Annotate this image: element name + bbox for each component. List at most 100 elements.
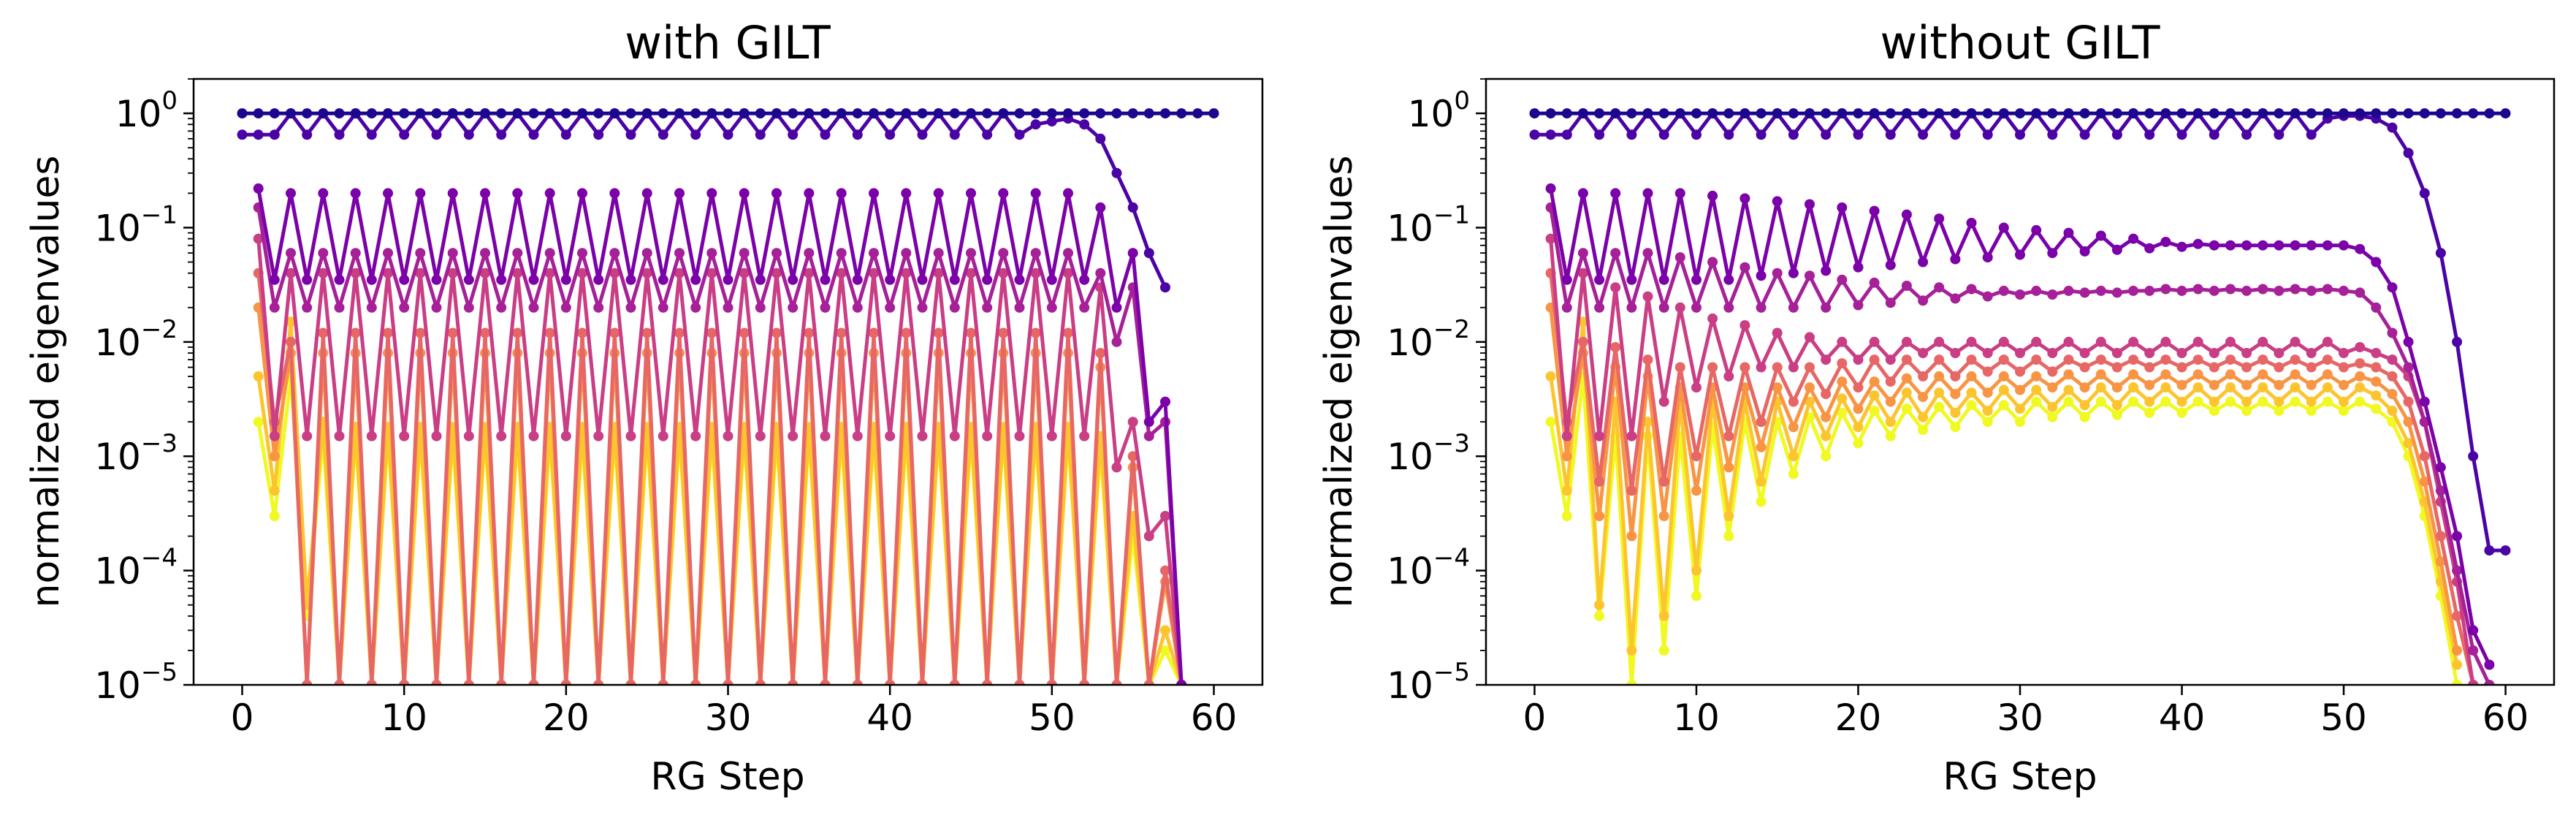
- data-point: [431, 431, 442, 441]
- data-point: [2274, 348, 2285, 358]
- data-point: [2403, 336, 2414, 347]
- data-point: [1691, 129, 1702, 140]
- data-point: [2047, 382, 2058, 393]
- data-point: [755, 431, 766, 441]
- data-point: [723, 129, 733, 140]
- data-point: [2322, 284, 2333, 295]
- data-point: [2241, 108, 2252, 119]
- data-point: [690, 302, 701, 313]
- data-point: [755, 274, 766, 285]
- data-point: [869, 108, 879, 119]
- data-point: [2111, 108, 2122, 119]
- data-point: [1723, 511, 1734, 521]
- data-point: [1192, 108, 1203, 119]
- data-point: [2468, 680, 2479, 685]
- data-point: [2128, 382, 2139, 393]
- data-point: [1805, 396, 1815, 407]
- data-point: [2274, 240, 2285, 251]
- data-point: [966, 327, 976, 338]
- data-point: [2306, 396, 2317, 407]
- data-point: [1014, 302, 1025, 313]
- data-point: [1918, 108, 1929, 119]
- data-point: [318, 108, 329, 119]
- data-point: [2274, 406, 2285, 416]
- data-point: [2306, 285, 2317, 296]
- data-point: [2274, 129, 2285, 140]
- data-point: [1788, 469, 1799, 479]
- data-point: [2452, 108, 2463, 119]
- data-point: [1788, 396, 1799, 407]
- data-point: [982, 680, 993, 685]
- data-point: [706, 268, 717, 278]
- data-point: [366, 274, 377, 285]
- data-point: [2192, 238, 2203, 249]
- data-point: [577, 188, 587, 199]
- series-line: [256, 188, 1184, 685]
- data-point: [2225, 396, 2236, 407]
- y-tick-exponent: −1: [1433, 200, 1470, 230]
- data-point: [1561, 431, 1572, 441]
- data-point: [463, 680, 474, 685]
- data-point: [2339, 406, 2349, 416]
- data-point: [2095, 396, 2106, 407]
- data-point: [2160, 396, 2171, 407]
- data-point: [2257, 336, 2268, 347]
- data-point: [2111, 400, 2122, 411]
- data-point: [1853, 382, 1864, 393]
- data-point: [1014, 680, 1025, 685]
- x-tick-label: 30: [1997, 697, 2043, 739]
- data-point: [2015, 249, 2025, 260]
- data-point: [917, 680, 928, 685]
- y-axis-label: normalized eigenvalues: [1317, 156, 1361, 608]
- data-point: [383, 108, 393, 119]
- data-point: [1950, 389, 1961, 400]
- data-point: [609, 327, 620, 338]
- data-point: [1756, 270, 1767, 281]
- x-axis-label: RG Step: [650, 755, 804, 799]
- series-2: [253, 183, 1187, 685]
- data-point: [1079, 431, 1090, 441]
- data-point: [2387, 108, 2398, 119]
- data-point: [1918, 412, 1929, 422]
- data-point: [2192, 336, 2203, 347]
- data-point: [1837, 336, 1848, 347]
- data-point: [496, 108, 507, 119]
- data-point: [1610, 342, 1621, 352]
- x-tick-label: 60: [2482, 697, 2529, 739]
- data-point: [1885, 417, 1896, 428]
- data-point: [1577, 188, 1588, 199]
- data-point: [1095, 202, 1106, 213]
- data-point: [1756, 476, 1767, 487]
- data-point: [852, 274, 863, 285]
- data-point: [302, 302, 313, 313]
- data-point: [1030, 188, 1041, 199]
- data-point: [820, 129, 831, 140]
- data-point: [1918, 348, 1929, 358]
- data-point: [2063, 354, 2074, 365]
- data-point: [2031, 371, 2042, 382]
- data-point: [1805, 332, 1815, 343]
- data-point: [739, 248, 750, 259]
- data-point: [690, 680, 701, 685]
- data-point: [1691, 565, 1702, 576]
- data-point: [1837, 393, 1848, 404]
- data-point: [1821, 451, 1832, 462]
- data-point: [2403, 108, 2414, 119]
- series-line: [242, 111, 1167, 289]
- data-point: [334, 680, 345, 685]
- data-point: [1160, 396, 1170, 407]
- data-point: [593, 274, 604, 285]
- data-point: [2468, 108, 2479, 119]
- data-point: [1853, 300, 1864, 311]
- data-point: [2403, 417, 2414, 428]
- data-point: [399, 680, 410, 685]
- data-point: [2355, 287, 2366, 298]
- data-point: [286, 108, 296, 119]
- data-point: [1577, 316, 1588, 327]
- data-point: [2095, 108, 2106, 119]
- data-point: [2257, 382, 2268, 393]
- data-point: [2339, 285, 2349, 296]
- data-point: [2192, 354, 2203, 365]
- data-point: [917, 108, 928, 119]
- data-point: [1885, 396, 1896, 407]
